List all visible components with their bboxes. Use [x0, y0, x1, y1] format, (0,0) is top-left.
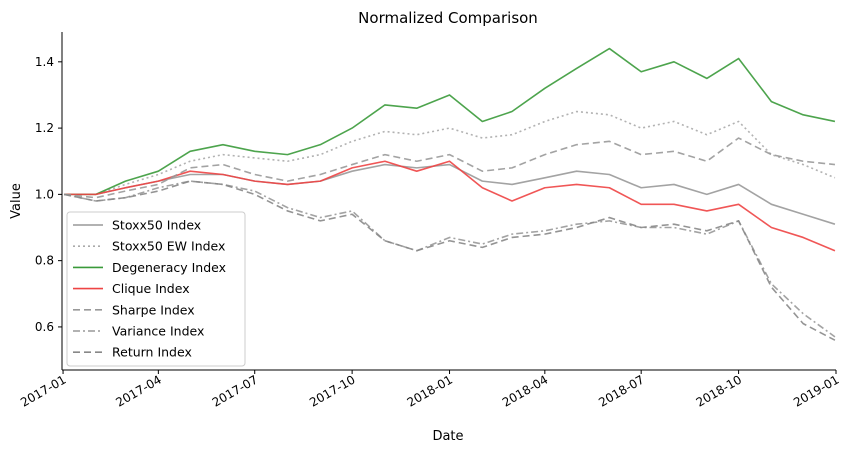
series-line-stoxx50-index [64, 163, 836, 225]
y-tick-label: 1.4 [35, 55, 54, 69]
legend-label: Stoxx50 EW Index [112, 239, 225, 254]
legend-label: Clique Index [112, 281, 190, 296]
legend-label: Variance Index [112, 324, 204, 339]
chart-title: Normalized Comparison [358, 9, 538, 27]
series-line-stoxx50-ew-index [64, 110, 836, 196]
legend-label: Stoxx50 Index [112, 218, 201, 233]
legend-box [66, 211, 246, 367]
series-line-return-index [63, 180, 836, 341]
y-ticks: 0.6 0.8 1.0 1.2 1.4 [35, 55, 62, 334]
legend-label: Degeneracy Index [112, 260, 226, 275]
y-tick-label: 1.2 [35, 121, 54, 135]
series-line-variance-index [63, 180, 836, 338]
series-line-degeneracy-index [64, 47, 836, 196]
legend-items: Stoxx50 Index Stoxx50 EW Index Degeneracy … [73, 218, 226, 360]
legend-label: Sharpe Index [112, 302, 195, 317]
series-line-sharpe-index [64, 137, 836, 199]
legend-label: Return Index [112, 345, 192, 360]
y-tick-label: 1.0 [35, 187, 54, 201]
series-line-clique-index [64, 160, 836, 252]
axes [61, 32, 836, 371]
x-axis-title: Date [432, 429, 463, 444]
y-tick-label: 0.8 [35, 254, 54, 268]
legend: Stoxx50 Index Stoxx50 EW Index Degeneracy … [66, 211, 246, 367]
plot-lines [63, 47, 836, 341]
y-tick-label: 0.6 [35, 320, 54, 334]
y-axis-title: Value [9, 183, 24, 219]
